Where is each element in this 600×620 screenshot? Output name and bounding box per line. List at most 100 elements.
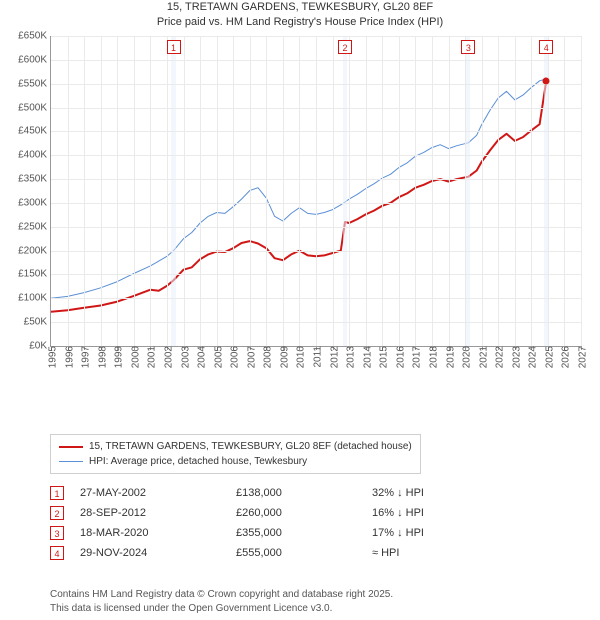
y-tick-label: £150K [18, 269, 51, 280]
x-tick-label: 2009 [275, 346, 290, 368]
x-gridline [84, 36, 85, 346]
y-tick-label: £350K [18, 174, 51, 185]
x-gridline [498, 36, 499, 346]
x-tick-label: 2003 [176, 346, 191, 368]
sale-delta: 16% ↓ HPI [372, 507, 492, 519]
sale-delta: ≈ HPI [372, 547, 492, 559]
x-tick-label: 2014 [358, 346, 373, 368]
x-tick-label: 2027 [574, 346, 589, 368]
x-gridline [184, 36, 185, 346]
sale-price: £555,000 [236, 547, 356, 559]
x-tick-label: 2024 [524, 346, 539, 368]
y-tick-label: £650K [18, 31, 51, 42]
sale-row: 2 28-SEP-2012 £260,000 16% ↓ HPI [50, 506, 492, 520]
y-tick-label: £400K [18, 150, 51, 161]
title-line-1: 15, TRETAWN GARDENS, TEWKESBURY, GL20 8E… [0, 0, 600, 15]
x-tick-label: 2011 [309, 346, 324, 368]
x-tick-label: 2000 [126, 346, 141, 368]
sale-date: 27-MAY-2002 [80, 487, 220, 499]
footer-line-2: This data is licensed under the Open Gov… [50, 602, 393, 616]
x-gridline [101, 36, 102, 346]
x-tick-label: 2018 [424, 346, 439, 368]
sale-delta: 17% ↓ HPI [372, 527, 492, 539]
x-gridline [581, 36, 582, 346]
y-tick-label: £50K [24, 317, 51, 328]
sale-row-marker: 1 [50, 486, 64, 500]
x-tick-label: 1997 [77, 346, 92, 368]
title-line-2: Price paid vs. HM Land Registry's House … [0, 15, 600, 30]
x-gridline [531, 36, 532, 346]
x-gridline [68, 36, 69, 346]
x-gridline [482, 36, 483, 346]
y-tick-label: £450K [18, 126, 51, 137]
sale-marker: 1 [167, 40, 181, 54]
legend-label: HPI: Average price, detached house, Tewk… [89, 454, 307, 469]
sale-row: 1 27-MAY-2002 £138,000 32% ↓ HPI [50, 486, 492, 500]
sale-price: £260,000 [236, 507, 356, 519]
y-tick-label: £250K [18, 221, 51, 232]
sales-table: 1 27-MAY-2002 £138,000 32% ↓ HPI 2 28-SEP-201… [50, 480, 492, 566]
sale-band [466, 36, 470, 346]
x-gridline [432, 36, 433, 346]
x-gridline [217, 36, 218, 346]
x-tick-label: 2004 [193, 346, 208, 368]
x-tick-label: 2010 [292, 346, 307, 368]
x-gridline [167, 36, 168, 346]
x-tick-label: 2025 [540, 346, 555, 368]
x-tick-label: 2002 [159, 346, 174, 368]
footer-line-1: Contains HM Land Registry data © Crown c… [50, 588, 393, 602]
x-tick-label: 2019 [441, 346, 456, 368]
x-gridline [349, 36, 350, 346]
sale-row-marker: 2 [50, 506, 64, 520]
y-tick-label: £100K [18, 293, 51, 304]
sale-row: 318-MAR-2020£355,00017% ↓ HPI [50, 526, 492, 540]
x-gridline [117, 36, 118, 346]
sale-marker: 3 [461, 40, 475, 54]
x-gridline [233, 36, 234, 346]
x-tick-label: 2012 [325, 346, 340, 368]
root: 15, TRETAWN GARDENS, TEWKESBURY, GL20 8E… [0, 0, 600, 620]
sale-row: 429-NOV-2024£555,000≈ HPI [50, 546, 492, 560]
legend-item: HPI: Average price, detached house, Tewk… [59, 454, 412, 469]
title-block: 15, TRETAWN GARDENS, TEWKESBURY, GL20 8E… [0, 0, 600, 31]
x-tick-label: 2005 [209, 346, 224, 368]
x-tick-label: 2026 [557, 346, 572, 368]
x-tick-label: 2008 [259, 346, 274, 368]
x-gridline [283, 36, 284, 346]
plot-area: £0K£50K£100K£150K£200K£250K£300K£350K£40… [50, 36, 581, 347]
x-tick-label: 1996 [60, 346, 75, 368]
x-gridline [150, 36, 151, 346]
x-gridline [415, 36, 416, 346]
sale-price: £138,000 [236, 487, 356, 499]
y-tick-label: £600K [18, 54, 51, 65]
x-gridline [134, 36, 135, 346]
x-gridline [465, 36, 466, 346]
sale-price: £355,000 [236, 527, 356, 539]
sale-row-marker: 4 [50, 546, 64, 560]
x-gridline [200, 36, 201, 346]
sale-band [171, 36, 175, 346]
x-tick-label: 2015 [375, 346, 390, 368]
x-gridline [366, 36, 367, 346]
legend-swatch [59, 446, 83, 448]
y-tick-label: £300K [18, 197, 51, 208]
sale-marker: 4 [539, 40, 553, 54]
y-tick-label: £200K [18, 245, 51, 256]
series-end-dot [543, 78, 550, 85]
sale-date: 28-SEP-2012 [80, 507, 220, 519]
x-gridline [515, 36, 516, 346]
x-gridline [399, 36, 400, 346]
x-tick-label: 2001 [143, 346, 158, 368]
legend-label: 15, TRETAWN GARDENS, TEWKESBURY, GL20 8E… [89, 439, 412, 454]
x-tick-label: 1999 [110, 346, 125, 368]
sale-row-marker: 3 [50, 526, 64, 540]
legend-item: 15, TRETAWN GARDENS, TEWKESBURY, GL20 8E… [59, 439, 412, 454]
x-gridline [299, 36, 300, 346]
x-gridline [449, 36, 450, 346]
x-tick-label: 2020 [458, 346, 473, 368]
x-tick-label: 1995 [44, 346, 59, 368]
sale-delta: 32% ↓ HPI [372, 487, 492, 499]
x-tick-label: 2021 [474, 346, 489, 368]
legend-swatch [59, 461, 83, 462]
x-gridline [316, 36, 317, 346]
